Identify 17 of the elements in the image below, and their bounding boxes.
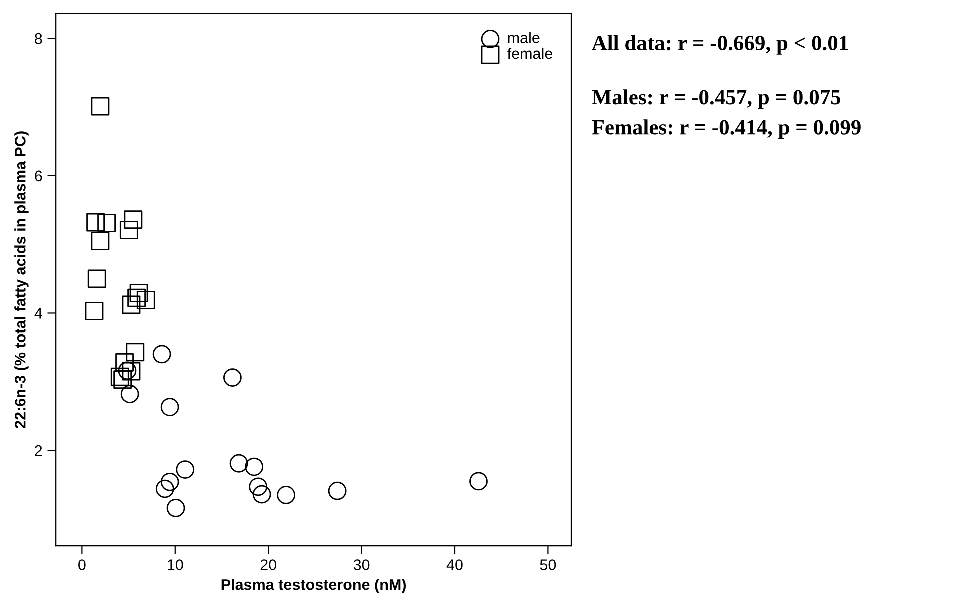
y-tick-label: 4 [34,308,42,319]
x-tick-label: 10 [168,560,184,570]
legend-label: female [508,48,552,60]
x-tick-label: 40 [446,560,463,570]
y-tick-label: 8 [35,33,42,44]
y-tick-label: 6 [35,170,42,182]
text: All data: r = -0.669, p < 0.01 [592,35,848,55]
x-axis-title: Plasma testosterone (nM) [222,579,406,594]
x-tick-label: 30 [354,560,370,570]
text: Females: r = -0.414, p = 0.099 [592,120,861,140]
y-tick-label: 2 [35,445,42,456]
x-tick-label: 0 [78,560,86,570]
legend-label: male [508,32,540,44]
x-tick-label: 20 [260,560,276,570]
y-axis-title: 22:6n-3 (% total fatty acids in plasma PC) [14,132,29,428]
x-tick-label: 50 [540,560,556,570]
text: Males: r = -0.457, p = 0.075 [592,90,841,110]
